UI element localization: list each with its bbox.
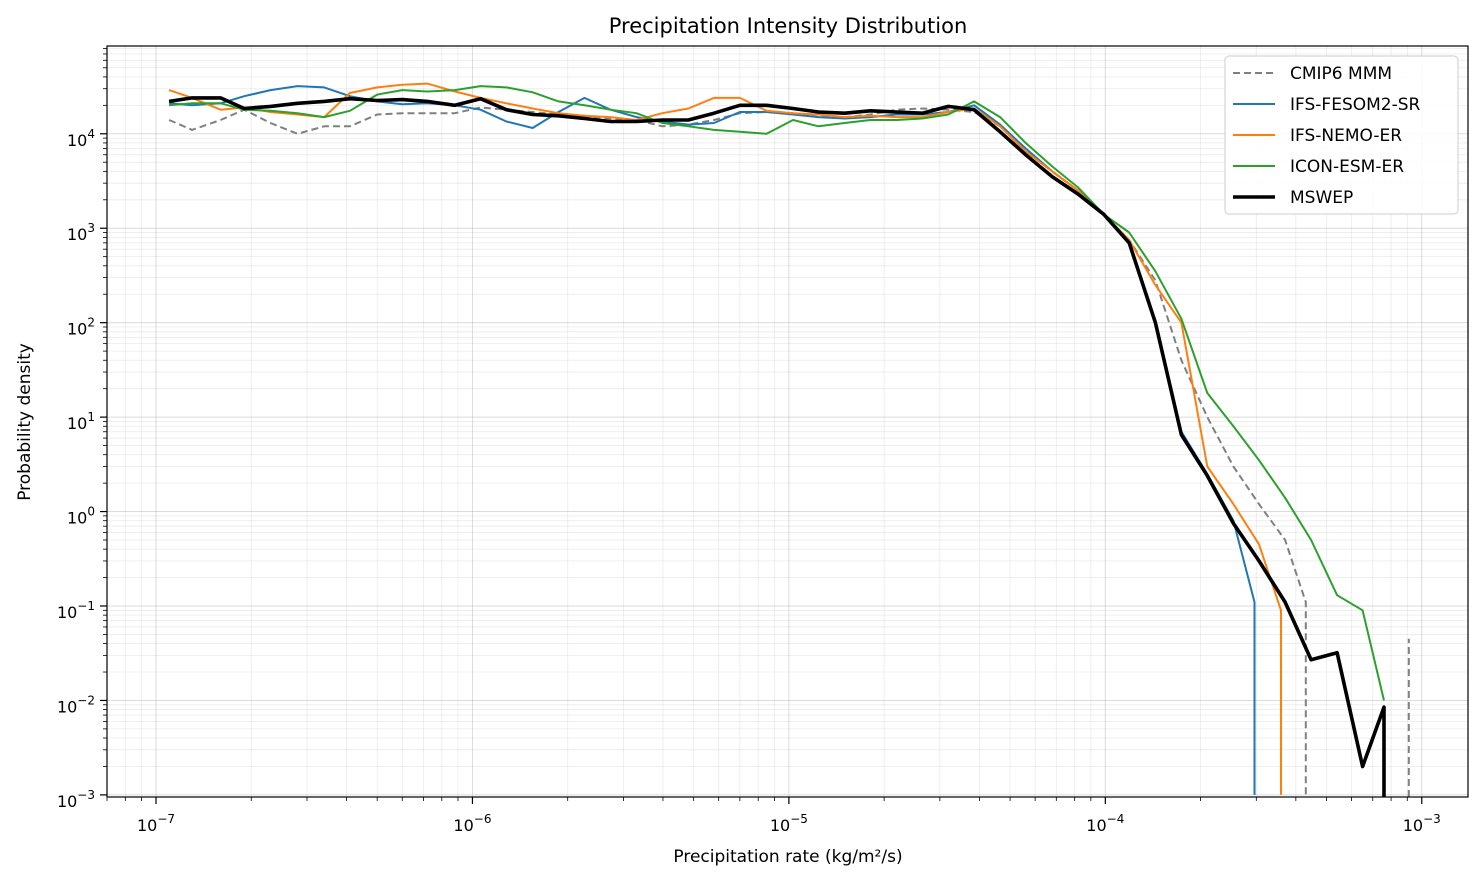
legend-entry: CMIP6 MMM (1290, 64, 1392, 84)
legend-entry: ICON-ESM-ER (1290, 157, 1404, 177)
x-axis-label: Precipitation rate (kg/m²/s) (673, 847, 902, 867)
y-tick-label: 10−3 (57, 788, 95, 811)
series-line-icon-esm-er (169, 85, 1385, 701)
x-tick-label: 10−4 (1086, 812, 1124, 835)
legend-entry: MSWEP (1290, 188, 1353, 208)
x-tick-label: 10−3 (1403, 812, 1441, 835)
y-tick-label: 103 (67, 221, 95, 244)
y-tick-label: 100 (67, 505, 95, 528)
x-tick-label: 10−6 (453, 812, 491, 835)
series-group (168, 82, 1410, 797)
series-line-cmip6-mmm (168, 106, 1307, 795)
chart-title: Precipitation Intensity Distribution (609, 14, 968, 38)
legend: CMIP6 MMM IFS-FESOM2-SR IFS-NEMO-ER ICON-ES… (1224, 55, 1459, 215)
y-axis-label: Probability density (15, 343, 35, 501)
x-tick-label: 10−7 (137, 812, 175, 835)
y-tick-label: 104 (67, 127, 95, 150)
legend-entry: IFS-NEMO-ER (1290, 126, 1402, 146)
legend-box (1224, 55, 1459, 215)
y-tick-label: 10−1 (57, 599, 95, 622)
series-line-mswep (168, 96, 1386, 797)
y-tick-label: 101 (67, 410, 95, 433)
tick-labels: 10−7 10−6 10−5 10−4 10−3 10−3 10−2 10−1 100 101 10… (57, 127, 1441, 835)
grid (106, 46, 1468, 797)
x-tick-label: 10−5 (770, 812, 808, 835)
y-tick-label: 102 (67, 316, 95, 339)
ticks (100, 48, 1423, 804)
legend-entry: IFS-FESOM2-SR (1290, 95, 1421, 115)
y-tick-label: 10−2 (57, 693, 95, 716)
